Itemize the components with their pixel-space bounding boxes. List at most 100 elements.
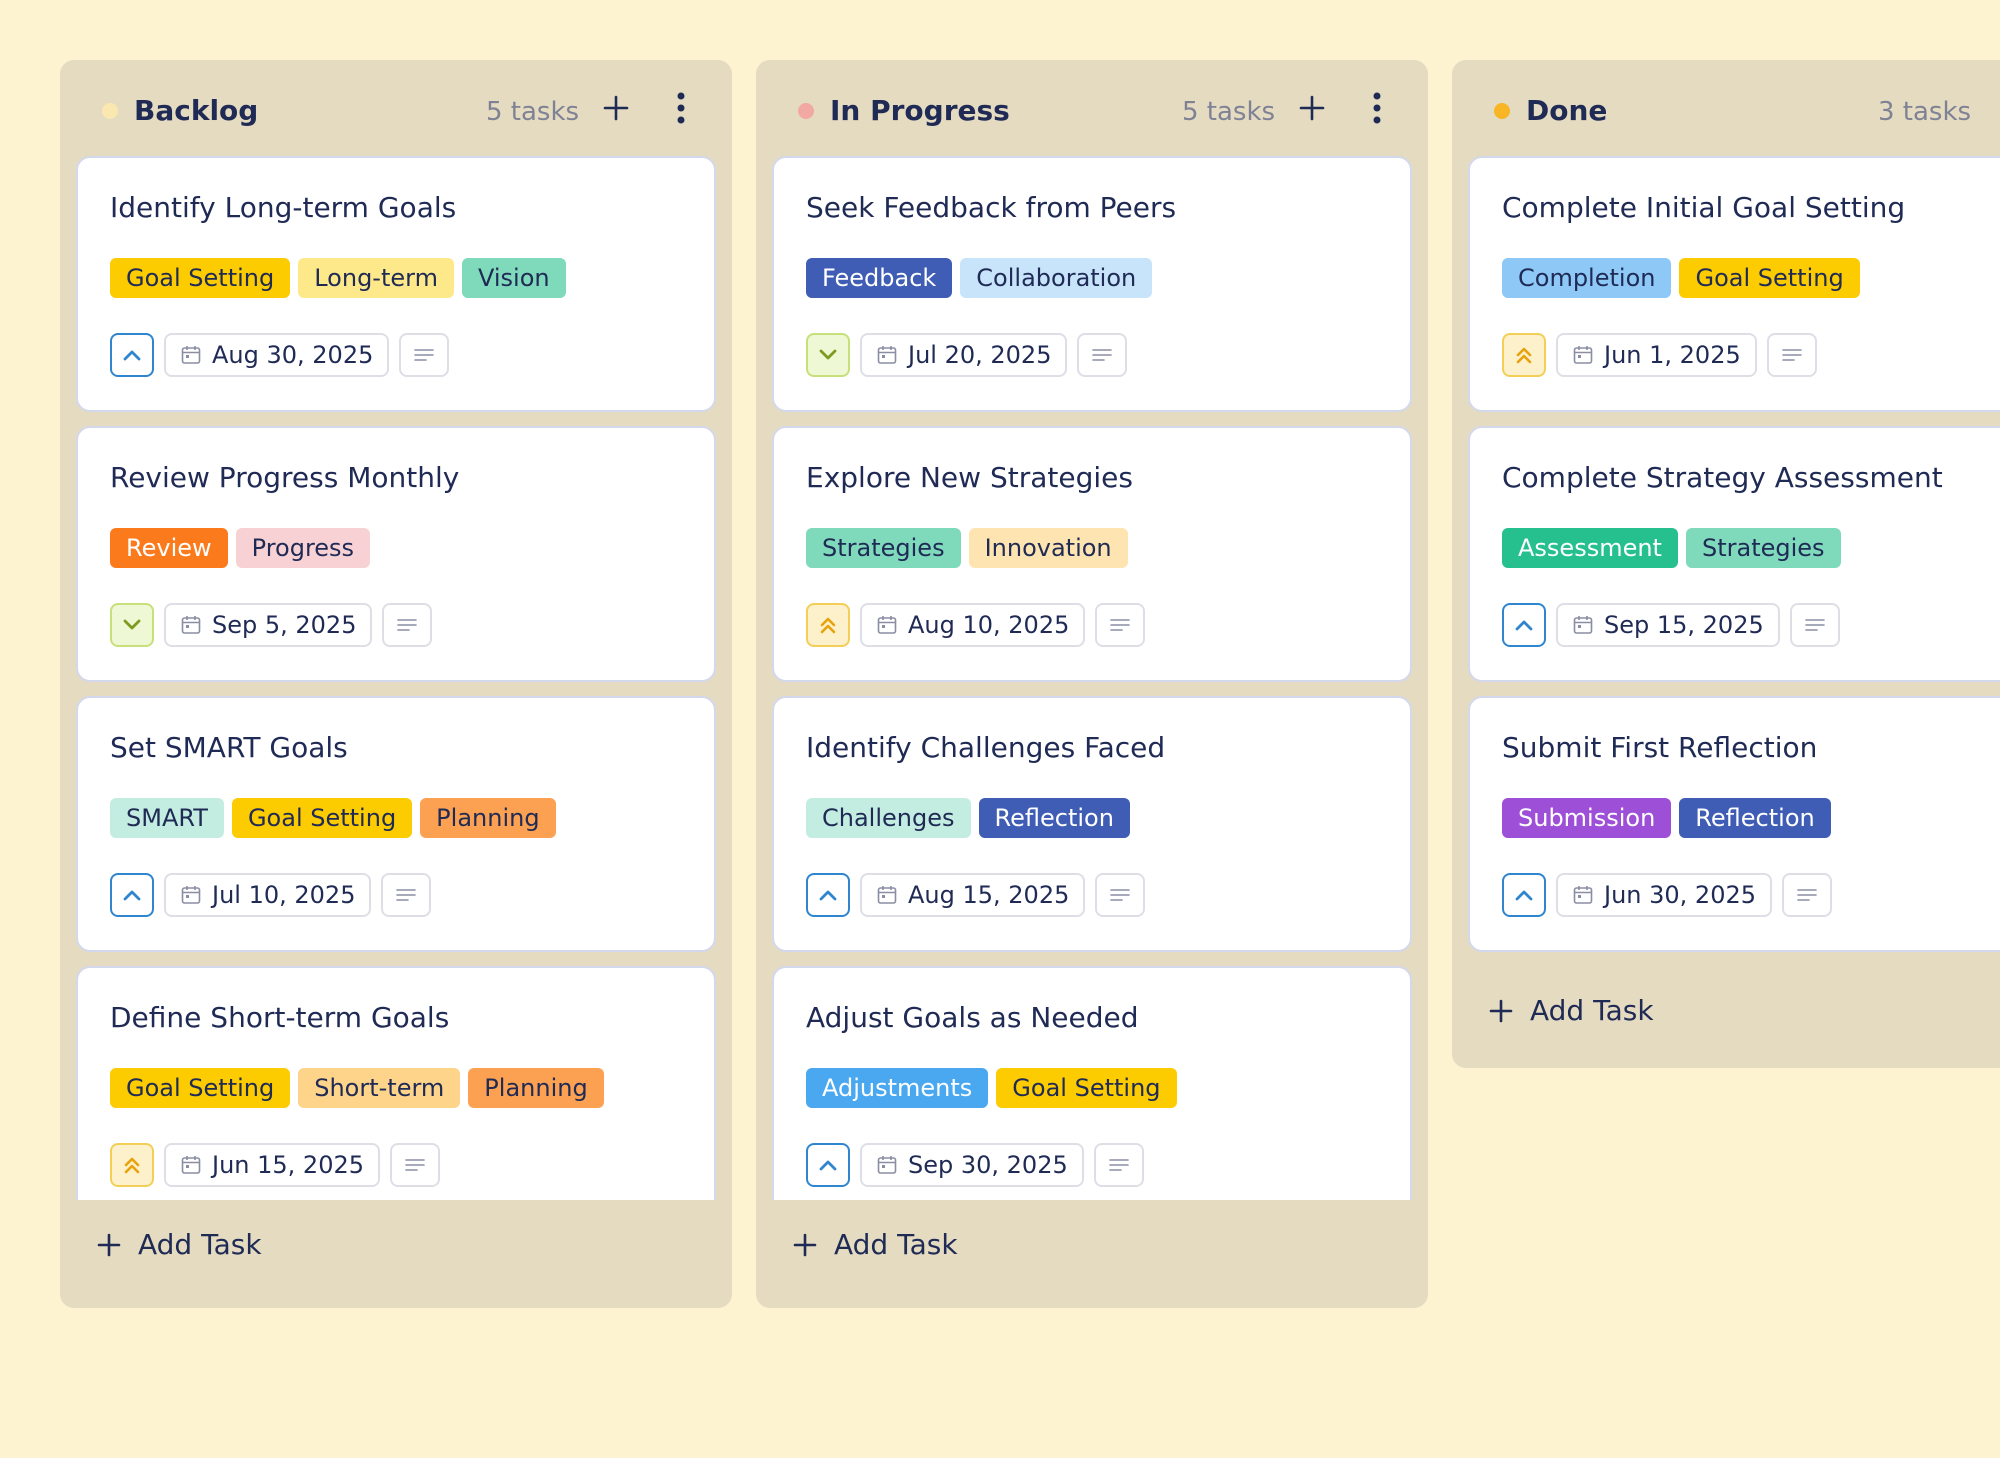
- tag: Goal Setting: [996, 1068, 1177, 1108]
- column-status-dot: [798, 103, 814, 119]
- due-date-text: Aug 15, 2025: [908, 881, 1070, 909]
- add-task-button[interactable]: Add Task: [96, 1228, 262, 1261]
- priority-chevron-up-icon[interactable]: [110, 873, 154, 917]
- add-task-label: Add Task: [1530, 994, 1654, 1027]
- due-date-button[interactable]: Sep 5, 2025: [164, 603, 373, 647]
- description-lines-icon[interactable]: [1095, 603, 1146, 647]
- priority-chevron-up-icon[interactable]: [1502, 603, 1546, 647]
- due-date-text: Sep 30, 2025: [908, 1151, 1068, 1179]
- task-card[interactable]: Define Short-term Goals Goal Setting Sho…: [76, 966, 716, 1200]
- tag: Planning: [468, 1068, 604, 1108]
- priority-chevron-up-icon[interactable]: [1502, 873, 1546, 917]
- tag: Goal Setting: [231, 798, 413, 838]
- tag: Completion: [1502, 258, 1672, 298]
- due-date-text: Aug 10, 2025: [908, 611, 1070, 639]
- tag-list: Review Progress: [110, 528, 371, 568]
- description-lines-icon[interactable]: [1789, 603, 1840, 647]
- priority-chevron-down-icon[interactable]: [806, 333, 850, 377]
- card-meta: Aug 15, 2025: [806, 873, 1146, 917]
- description-lines-icon[interactable]: [381, 873, 432, 917]
- due-date-button[interactable]: Sep 15, 2025: [1556, 603, 1780, 647]
- due-date-button[interactable]: Jun 1, 2025: [1556, 333, 1757, 377]
- kanban-board: Backlog 5 tasks Identify Long-term Goals…: [60, 60, 2000, 1458]
- task-count: 5 tasks: [486, 97, 580, 127]
- column-backlog: Backlog 5 tasks Identify Long-term Goals…: [60, 60, 732, 1308]
- add-task-button[interactable]: Add Task: [792, 1228, 958, 1261]
- due-date-text: Sep 5, 2025: [212, 611, 357, 639]
- add-task-plus-icon[interactable]: [1290, 86, 1334, 130]
- add-task-button[interactable]: Add Task: [1488, 994, 1654, 1027]
- description-lines-icon[interactable]: [390, 1143, 441, 1187]
- task-card[interactable]: Set SMART Goals SMART Goal Setting Plann…: [76, 696, 716, 952]
- tag: Adjustments: [806, 1068, 989, 1108]
- column-more-menu-icon[interactable]: [1362, 86, 1392, 130]
- card-meta: Sep 5, 2025: [110, 603, 433, 647]
- tag: Challenges: [806, 798, 971, 838]
- task-card[interactable]: Review Progress Monthly Review Progress …: [76, 426, 716, 682]
- tag-list: Feedback Collaboration: [806, 258, 1153, 298]
- due-date-button[interactable]: Sep 30, 2025: [860, 1143, 1084, 1187]
- priority-chevron-up-icon[interactable]: [806, 1143, 850, 1187]
- task-title: Identify Long-term Goals: [110, 191, 457, 224]
- calendar-icon: [877, 616, 897, 634]
- task-card[interactable]: Explore New Strategies Strategies Innova…: [772, 426, 1412, 682]
- due-date-button[interactable]: Aug 30, 2025: [164, 333, 390, 377]
- task-card[interactable]: Complete Strategy Assessment Assessment …: [1468, 426, 2000, 682]
- tag-list: Strategies Innovation: [806, 528, 1128, 568]
- card-list: Seek Feedback from Peers Feedback Collab…: [772, 156, 1412, 1200]
- card-meta: Sep 15, 2025: [1502, 603, 1840, 647]
- card-meta: Aug 30, 2025: [110, 333, 450, 377]
- due-date-text: Jul 20, 2025: [908, 341, 1052, 369]
- task-card[interactable]: Adjust Goals as Needed Adjustments Goal …: [772, 966, 1412, 1200]
- column-done: Done 3 tasks Complete Initial Goal Setti…: [1452, 60, 2000, 1068]
- priority-chevron-down-icon[interactable]: [110, 603, 154, 647]
- task-title: Explore New Strategies: [806, 461, 1133, 494]
- description-lines-icon[interactable]: [1095, 873, 1146, 917]
- task-title: Complete Initial Goal Setting: [1502, 191, 1906, 224]
- description-lines-icon[interactable]: [399, 333, 450, 377]
- due-date-button[interactable]: Jul 20, 2025: [860, 333, 1068, 377]
- description-lines-icon[interactable]: [1077, 333, 1128, 377]
- plus-icon: [1489, 999, 1513, 1022]
- priority-double-chevron-up-icon[interactable]: [1502, 333, 1546, 377]
- tag: Goal Setting: [110, 1068, 291, 1108]
- calendar-icon: [1573, 346, 1593, 364]
- calendar-icon: [877, 346, 897, 364]
- priority-chevron-up-icon[interactable]: [806, 873, 850, 917]
- tag: Vision: [461, 258, 566, 298]
- description-lines-icon[interactable]: [1782, 873, 1833, 917]
- card-meta: Sep 30, 2025: [806, 1143, 1144, 1187]
- task-card[interactable]: Seek Feedback from Peers Feedback Collab…: [772, 156, 1412, 412]
- tag-list: Completion Goal Setting: [1502, 258, 1860, 298]
- tag: Short-term: [298, 1068, 461, 1108]
- task-card[interactable]: Identify Challenges Faced Challenges Ref…: [772, 696, 1412, 952]
- due-date-button[interactable]: Aug 10, 2025: [860, 603, 1086, 647]
- column-more-menu-icon[interactable]: [666, 86, 696, 130]
- tag: Collaboration: [960, 258, 1153, 298]
- due-date-button[interactable]: Aug 15, 2025: [860, 873, 1086, 917]
- description-lines-icon[interactable]: [1093, 1143, 1144, 1187]
- card-meta: Jul 20, 2025: [806, 333, 1128, 377]
- due-date-button[interactable]: Jul 10, 2025: [164, 873, 372, 917]
- tag-list: Adjustments Goal Setting: [806, 1068, 1177, 1108]
- task-card[interactable]: Complete Initial Goal Setting Completion…: [1468, 156, 2000, 412]
- priority-double-chevron-up-icon[interactable]: [110, 1143, 154, 1187]
- calendar-icon: [181, 886, 201, 904]
- due-date-text: Aug 30, 2025: [212, 341, 374, 369]
- add-task-plus-icon[interactable]: [594, 86, 638, 130]
- tag: Review: [110, 528, 228, 568]
- task-card[interactable]: Submit First Reflection Submission Refle…: [1468, 696, 2000, 952]
- priority-double-chevron-up-icon[interactable]: [806, 603, 850, 647]
- calendar-icon: [181, 1156, 201, 1174]
- task-title: Define Short-term Goals: [110, 1001, 450, 1034]
- task-title: Adjust Goals as Needed: [806, 1001, 1139, 1034]
- due-date-button[interactable]: Jun 30, 2025: [1556, 873, 1773, 917]
- description-lines-icon[interactable]: [382, 603, 433, 647]
- priority-chevron-up-icon[interactable]: [110, 333, 154, 377]
- column-header: Backlog 5 tasks: [60, 60, 732, 160]
- due-date-button[interactable]: Jun 15, 2025: [164, 1143, 381, 1187]
- description-lines-icon[interactable]: [1766, 333, 1817, 377]
- calendar-icon: [877, 886, 897, 904]
- task-title: Review Progress Monthly: [110, 461, 460, 494]
- task-card[interactable]: Identify Long-term Goals Goal Setting Lo…: [76, 156, 716, 412]
